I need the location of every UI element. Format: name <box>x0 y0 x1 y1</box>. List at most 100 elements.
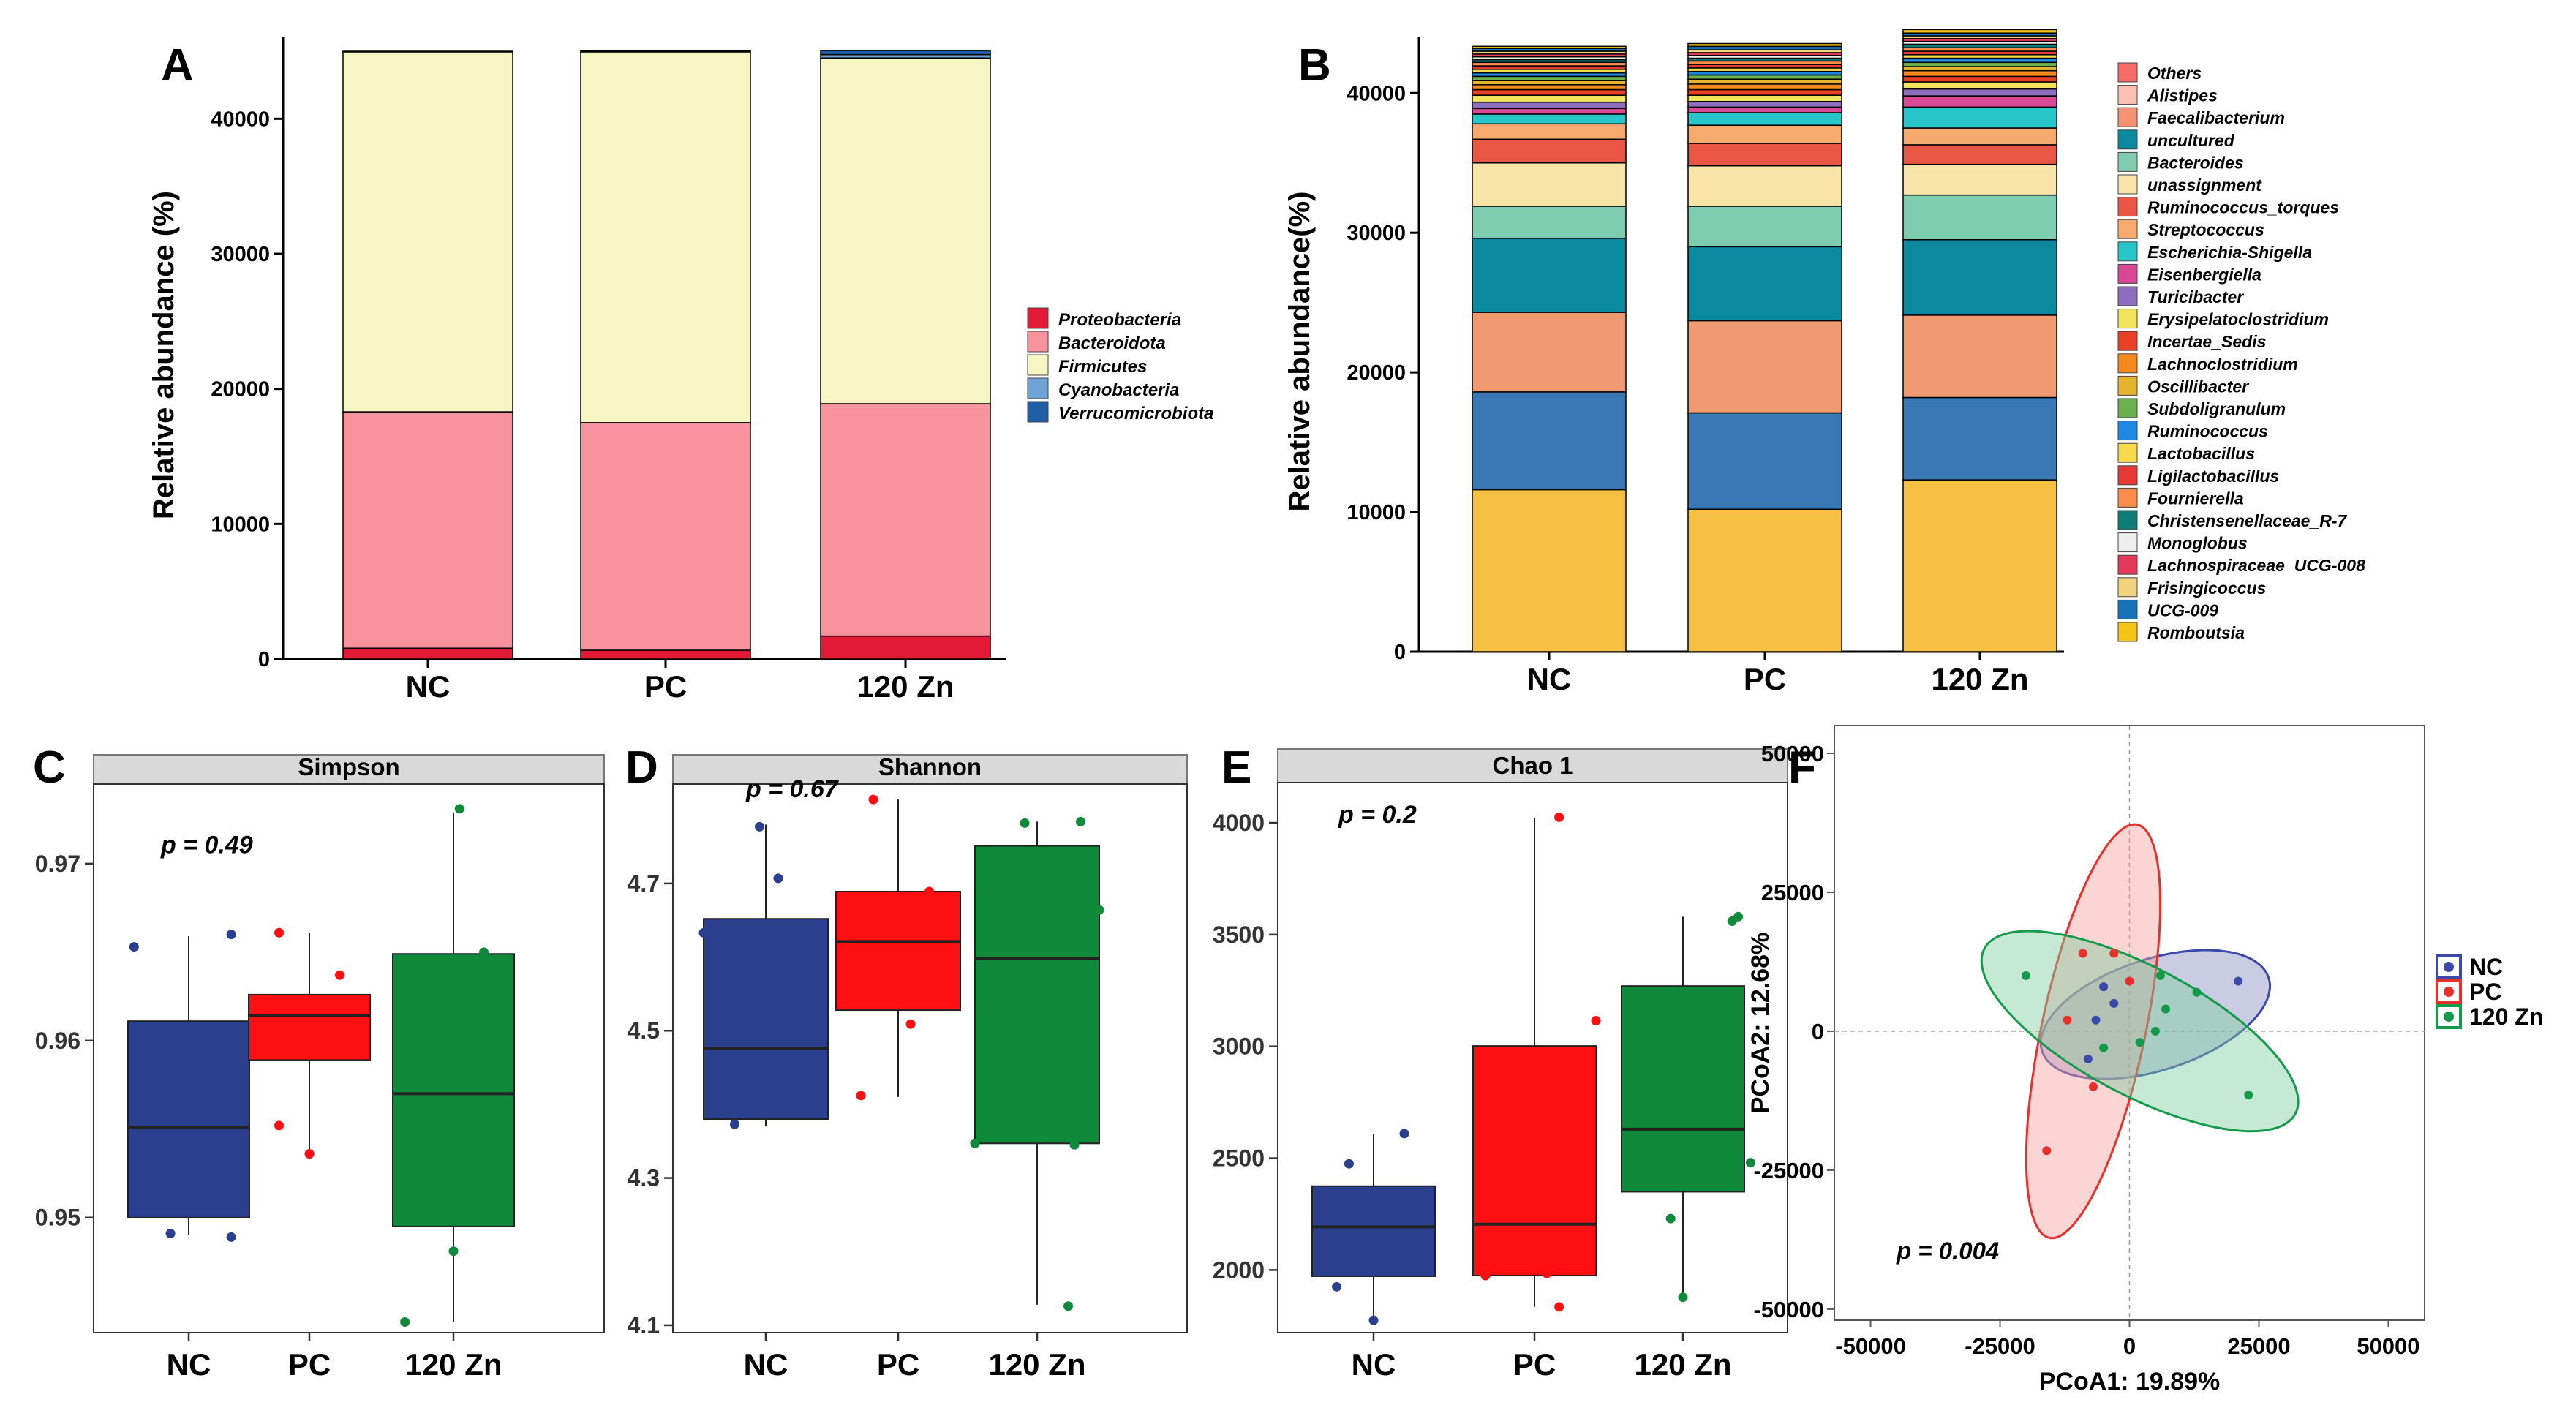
bar-segment-lactobacillus <box>1902 106 2057 129</box>
box <box>1311 1185 1436 1277</box>
bar-segment-subdoligranulum <box>1472 101 1627 110</box>
bar-segment-firmicutes <box>342 51 513 413</box>
bar-segment-lachnoclostridium <box>1472 88 1627 96</box>
facet-strip <box>1277 748 1788 783</box>
bar-segment-erysipelatoclostridium <box>1902 66 2057 72</box>
x-tick-label: PC <box>1513 1347 1556 1382</box>
data-point <box>2042 1146 2052 1156</box>
legend-label: PC <box>2469 979 2501 1005</box>
bar-segment-ligilactobacillus <box>1902 127 2057 146</box>
data-point <box>698 927 709 938</box>
data-point <box>1020 818 1030 828</box>
legend-swatch <box>1027 401 1049 423</box>
data-point <box>1368 1315 1379 1325</box>
p-value-label: p = 0.004 <box>1896 1237 1999 1264</box>
box <box>1621 985 1745 1193</box>
bar-segment-fournierella <box>1902 144 2057 165</box>
bar-segment-proteobacteria <box>820 635 991 660</box>
bar-segment-monoglobus <box>1902 194 2057 241</box>
legend-key <box>2436 954 2462 979</box>
box <box>248 993 371 1061</box>
bar-segment-verrucomicrobiota <box>820 50 991 56</box>
bar-segment-ligilactobacillus <box>1472 123 1627 140</box>
bar-segment-ruminococcus <box>1902 95 2057 108</box>
data-point <box>2091 1015 2101 1025</box>
legend-swatch <box>2117 85 2138 105</box>
legend-swatch <box>2117 263 2138 284</box>
panel-letter-a: A <box>161 40 194 91</box>
bar-segment-ruminococcus <box>1472 108 1627 115</box>
y-tick-label: 30000 <box>1347 222 1406 245</box>
bar-segment-erysipelatoclostridium <box>1687 78 1842 85</box>
data-point <box>2234 976 2243 986</box>
panel-letter-c: C <box>33 742 66 793</box>
bar-segment-turicibacter <box>1687 74 1842 80</box>
legend-swatch <box>2117 129 2138 150</box>
data-point <box>400 1317 410 1327</box>
y-tick-label: 20000 <box>211 378 270 402</box>
legend-label: Oscillibacter <box>2147 377 2249 396</box>
data-point <box>905 1019 916 1029</box>
data-point <box>2192 987 2202 997</box>
x-tick-label: NC <box>167 1347 211 1382</box>
legend-swatch <box>2117 309 2138 329</box>
legend-label: Christensenellaceae_R-7 <box>2147 511 2348 530</box>
legend-swatch <box>2117 442 2138 463</box>
data-point <box>970 1138 980 1148</box>
y-tick-label: 2000 <box>1213 1257 1265 1283</box>
legend-label: UCG-009 <box>2147 600 2218 619</box>
x-tick-label: 120 Zn <box>1634 1347 1731 1382</box>
legend-swatch <box>1027 377 1049 399</box>
legend-label: Fournierella <box>2147 489 2244 508</box>
bar-segment-lachnospiraceae-ucg-008 <box>1472 238 1627 313</box>
data-point <box>448 1246 459 1257</box>
bar-segment-bacteroidota <box>342 411 513 649</box>
facet-title: Shannon <box>878 753 982 780</box>
legend-swatch <box>2117 599 2138 619</box>
y-tick-label: 4000 <box>1213 810 1265 836</box>
bar-segment-ligilactobacillus <box>1687 124 1842 144</box>
bar-segment-frisingicoccus <box>1687 320 1842 414</box>
legend-swatch <box>2117 286 2138 306</box>
y-tick-label: 20000 <box>1347 361 1406 385</box>
data-point <box>1344 1159 1354 1169</box>
bar-segment-romboutsia <box>1687 508 1842 652</box>
box <box>835 890 961 1012</box>
legend-label: Monoglobus <box>2147 534 2248 553</box>
legend-label: Subdoligranulum <box>2147 399 2286 418</box>
bar-segment-romboutsia <box>1472 489 1627 652</box>
bar-segment-oscillibacter <box>1472 94 1627 103</box>
data-point <box>2109 949 2119 958</box>
bar-segment-verrucomicrobiota <box>580 50 751 52</box>
bar-segment-others <box>1687 42 1842 48</box>
legend-label: Erysipelatoclostridium <box>2147 310 2329 329</box>
bar-segment-verrucomicrobiota <box>342 50 513 53</box>
data-point <box>1069 1140 1080 1150</box>
bar-segment-incertae-sedis <box>1687 83 1842 91</box>
y-tick-label: 0.96 <box>35 1028 80 1054</box>
y-tick-label: 50000 <box>1761 741 1824 766</box>
legend-dot <box>2444 1012 2454 1022</box>
data-point <box>2078 949 2087 958</box>
bar-segment-others <box>1902 29 2057 34</box>
y-tick-label: 25000 <box>1761 880 1824 905</box>
bar-segment-lactobacillus <box>1687 112 1842 126</box>
legend-swatch <box>2117 197 2138 217</box>
y-tick-label: 0.95 <box>35 1205 80 1231</box>
data-point <box>226 930 236 940</box>
x-axis-title: PCoA1: 19.89% <box>2039 1368 2221 1395</box>
data-point <box>1094 905 1104 915</box>
data-point <box>2155 971 2165 980</box>
data-point <box>479 947 489 957</box>
data-point <box>129 942 139 952</box>
bar-segment-eisenbergiella <box>1902 57 2057 64</box>
data-point <box>2135 1038 2144 1047</box>
x-tick-label: -25000 <box>1965 1333 2035 1359</box>
data-point <box>2099 1043 2109 1052</box>
data-point <box>773 873 783 884</box>
x-tick-label: PC <box>877 1347 919 1382</box>
data-point <box>2083 1054 2093 1063</box>
bar-segment-lachnoclostridium <box>1687 88 1842 96</box>
legend-swatch <box>2117 219 2138 239</box>
bar-segment-lachnoclostridium <box>1902 75 2057 83</box>
